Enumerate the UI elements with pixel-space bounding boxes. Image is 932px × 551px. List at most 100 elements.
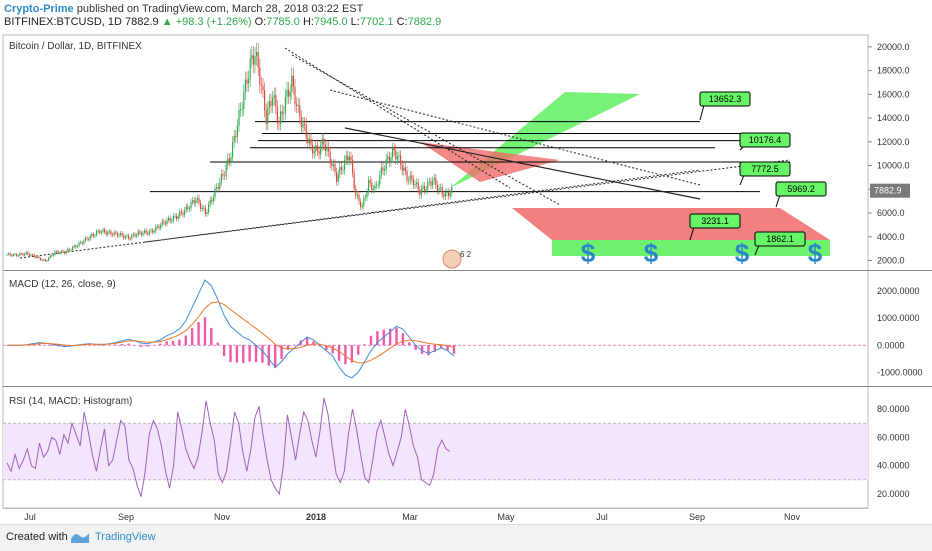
candle-body <box>421 189 422 195</box>
candle-body <box>274 95 275 98</box>
candle-body <box>126 236 127 237</box>
candle-body <box>309 139 310 143</box>
candle-body <box>365 197 366 198</box>
x-tick-label: May <box>497 512 515 522</box>
macd-histogram-bar <box>255 345 257 362</box>
candle-body <box>200 203 201 209</box>
y-tick-label: 2000.0000 <box>877 286 920 296</box>
candle-body <box>186 207 187 210</box>
y-tick-label: 0.0000 <box>877 340 905 350</box>
candle-body <box>53 255 54 256</box>
macd-histogram-bar <box>127 344 129 346</box>
candle-body <box>403 168 404 171</box>
candle-body <box>368 180 369 192</box>
candle-body <box>299 105 300 117</box>
candle-body <box>173 216 174 221</box>
candle-body <box>58 251 59 253</box>
candle-body <box>206 212 207 214</box>
candle-body <box>362 206 363 207</box>
candle-body <box>373 189 374 190</box>
candle-body <box>130 239 131 240</box>
y-tick-label: 60.0000 <box>877 432 910 442</box>
candle-body <box>66 251 67 253</box>
candle-body <box>155 227 156 231</box>
candle-body <box>154 231 155 232</box>
candle-body <box>211 200 212 201</box>
candle-body <box>107 232 108 234</box>
candle-body <box>363 198 364 206</box>
y-tick-label: 18000.0 <box>877 66 910 76</box>
candle-body <box>147 233 148 234</box>
candle-body <box>310 139 311 145</box>
candle-body <box>99 231 100 233</box>
candle-body <box>181 211 182 212</box>
candle-body <box>315 145 316 151</box>
candle-body <box>392 148 393 157</box>
candle-body <box>82 242 83 243</box>
candle-body <box>219 182 220 189</box>
trend-line-dotted <box>285 48 510 188</box>
candle-body <box>256 52 257 56</box>
candle-body <box>387 157 388 160</box>
candle-body <box>301 117 302 127</box>
candle-body <box>110 231 111 234</box>
candle-body <box>90 236 91 240</box>
event-badge-icon <box>443 250 461 268</box>
dollar-sign-annotation: $ <box>808 238 823 268</box>
candle-body <box>142 233 143 235</box>
candle-body <box>197 198 198 200</box>
x-tick-label: 2018 <box>306 512 326 522</box>
candle-body <box>230 157 231 161</box>
candle-body <box>326 147 327 151</box>
candle-body <box>229 158 230 161</box>
candle-body <box>170 218 171 221</box>
macd-histogram-bar <box>338 345 340 360</box>
candle-body <box>6 255 7 256</box>
candle-body <box>418 182 419 189</box>
candle-body <box>189 209 190 210</box>
macd-histogram-bar <box>217 343 219 346</box>
candle-body <box>254 56 255 64</box>
level-label: 3231.1 <box>701 216 729 226</box>
candle-body <box>288 90 289 97</box>
candle-body <box>440 187 441 188</box>
candle-body <box>339 167 340 174</box>
candle-body <box>451 187 452 193</box>
dollar-sign-annotation: $ <box>644 238 659 268</box>
candle-body <box>195 200 196 203</box>
candle-body <box>45 259 46 261</box>
candle-body <box>235 136 236 137</box>
candle-body <box>294 87 295 105</box>
candle-body <box>46 261 47 262</box>
candle-body <box>88 239 89 240</box>
tradingview-logo-icon[interactable] <box>70 530 90 544</box>
candle-body <box>50 256 51 258</box>
level-label: 7772.5 <box>751 164 779 174</box>
macd-histogram-bar <box>146 345 148 346</box>
candle-body <box>115 232 116 233</box>
candle-body <box>350 157 351 160</box>
candle-body <box>176 216 177 219</box>
candle-body <box>357 195 358 196</box>
candle-body <box>318 151 319 154</box>
candle-body <box>85 238 86 241</box>
rsi-pane-title: RSI (14, MACD: Histogram) <box>9 396 132 407</box>
candle-body <box>290 92 291 97</box>
candle-body <box>165 223 166 224</box>
candle-body <box>227 158 228 165</box>
candle-body <box>328 147 329 151</box>
candle-body <box>141 233 142 235</box>
tradingview-link[interactable]: TradingView <box>95 531 156 543</box>
candle-body <box>210 200 211 204</box>
candle-body <box>109 231 110 232</box>
candle-body <box>62 251 63 252</box>
candle-body <box>18 256 19 257</box>
candle-body <box>347 156 348 161</box>
candle-body <box>371 183 372 190</box>
candle-body <box>168 218 169 220</box>
candle-body <box>216 187 217 188</box>
candle-body <box>37 257 38 258</box>
candle-body <box>360 202 361 208</box>
candle-body <box>123 235 124 238</box>
